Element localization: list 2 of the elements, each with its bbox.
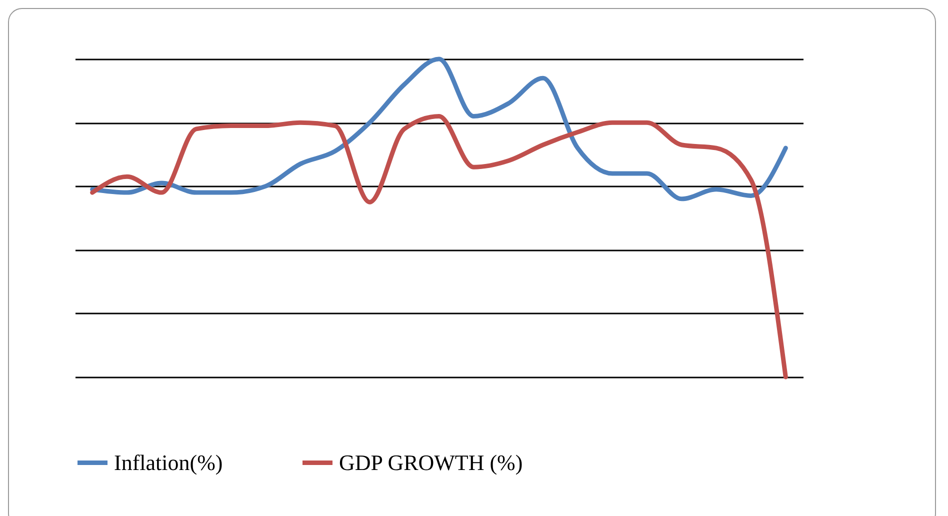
legend-label: Inflation(%)	[114, 450, 223, 475]
legend-label: GDP GROWTH (%)	[339, 450, 523, 475]
